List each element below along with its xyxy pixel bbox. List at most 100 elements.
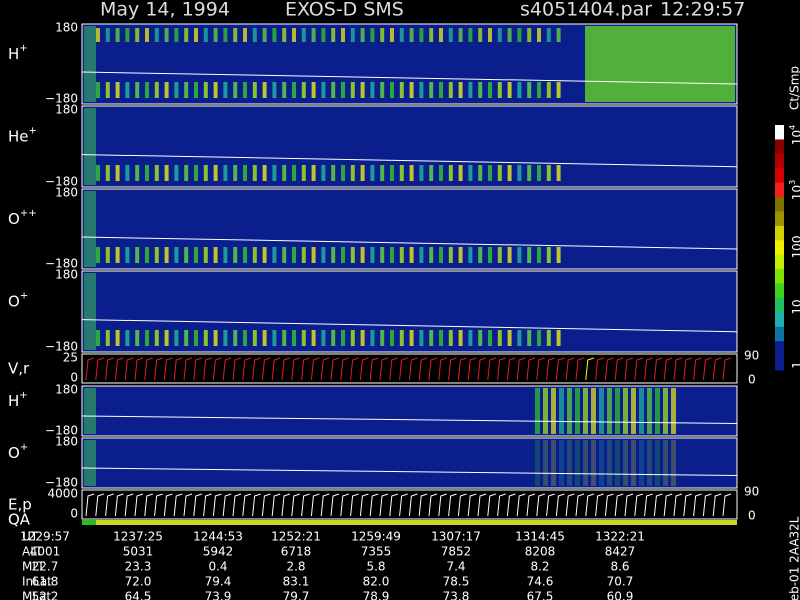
ephemeris-value: 8208 (525, 545, 556, 559)
label-sup: + (20, 291, 28, 302)
y-tick-label: 180 (55, 268, 78, 282)
sweep (428, 357, 438, 381)
spectrum-stripe (243, 247, 247, 263)
spectrum-stripe (439, 330, 443, 346)
spectrum-stripe (164, 165, 169, 181)
colorbar-exp: 3 (788, 180, 797, 185)
sweep (212, 357, 222, 381)
spectrum-stripe (360, 82, 365, 98)
ephemeris-value: 8427 (605, 545, 636, 559)
colorbar-segment (775, 240, 784, 256)
sweep (399, 357, 408, 381)
spectrum-stripe (194, 165, 198, 181)
spectrum-block (585, 26, 735, 102)
spectrum-stripe (615, 388, 620, 434)
sweep (585, 493, 594, 517)
label-text: O (8, 444, 20, 462)
spectrum-stripe (497, 165, 502, 181)
sweep (418, 357, 428, 381)
sweep (232, 493, 242, 517)
sweep (173, 357, 183, 381)
spectrum-stripe (468, 82, 473, 98)
spectrum-edge (84, 108, 96, 185)
spectrum-stripe (272, 330, 277, 346)
spectrum-stripe (252, 165, 257, 181)
spectrum-edge (84, 191, 96, 267)
pitch-trace (81, 154, 738, 168)
colorbar-base: 10 (790, 185, 800, 200)
label-text: H (8, 45, 19, 63)
sweep (693, 357, 702, 381)
colorbar-segment (775, 341, 784, 357)
spectrum-stripe (145, 330, 149, 346)
sweep (457, 357, 467, 381)
spectrum-stripe (321, 28, 326, 42)
spectrum-stripe (517, 247, 522, 263)
panel-label: He+ (8, 126, 37, 146)
spectrum-stripe (497, 28, 502, 42)
y2-tick-label: 90 (744, 349, 759, 363)
spectrum-stripe (331, 165, 336, 181)
spectrum-stripe (429, 28, 434, 42)
spectrum-stripe (135, 330, 140, 346)
sweep (242, 357, 251, 381)
sweep (232, 357, 242, 381)
spectrum-stripe (583, 440, 588, 486)
sweep (653, 493, 663, 517)
spectrum-stripe (390, 165, 394, 181)
ephemeris-value: 78.5 (443, 575, 470, 589)
spectrum-stripe (507, 247, 512, 263)
spectrum-stripe (292, 330, 296, 346)
sweep (114, 493, 124, 517)
spectrum-stripe (243, 165, 247, 181)
sweep (408, 493, 418, 517)
sweep (575, 357, 585, 381)
sweep (565, 357, 575, 381)
pitch-trace (81, 415, 738, 424)
label-sup: + (29, 126, 37, 137)
pitch-trace (81, 236, 738, 250)
spectrum-stripe (243, 28, 247, 42)
sweep (124, 357, 134, 381)
sweep (467, 493, 477, 517)
y-tick-label: 0 (70, 371, 78, 385)
sweep (320, 493, 330, 517)
spectrum-stripe (233, 28, 238, 42)
spectrum-stripe (419, 247, 424, 263)
spectrum-stripe (252, 247, 257, 263)
spectrum-stripe (390, 82, 394, 98)
sweep (163, 357, 173, 381)
panel-label: E,p (8, 495, 32, 513)
spectrum-stripe (551, 388, 556, 434)
spectrum-stripe (194, 28, 198, 42)
sweep (105, 357, 114, 381)
spectrum-edge (84, 440, 96, 486)
sweep (350, 493, 359, 517)
panel (81, 188, 738, 270)
spectrum-stripe (399, 330, 404, 346)
sweep (477, 357, 487, 381)
sweep (673, 493, 683, 517)
ephemeris-label: MLat (22, 590, 51, 600)
sweep (261, 357, 271, 381)
spectrum-stripe (380, 28, 385, 42)
label-sup: + (19, 43, 27, 54)
spectrum-stripe (546, 165, 551, 181)
instrument: EXOS-D SMS (285, 0, 404, 21)
spectrum-stripe (233, 165, 238, 181)
spectrum-stripe (360, 330, 365, 346)
sweep (604, 493, 614, 517)
sweep (124, 493, 134, 517)
spectrum-stripe (203, 247, 208, 263)
spectrum-stripe (546, 247, 551, 263)
sweep (379, 493, 389, 517)
spectrum-stripe (497, 247, 502, 263)
spectrum-stripe (647, 388, 652, 434)
spectrum-stripe (507, 330, 512, 346)
spectrum-stripe (488, 247, 492, 263)
spectrum-stripe (282, 330, 287, 346)
spectrum-stripe (203, 82, 208, 98)
ephemeris-value: 73.8 (443, 590, 470, 600)
spectrum-stripe (468, 330, 473, 346)
sweep (105, 493, 114, 517)
